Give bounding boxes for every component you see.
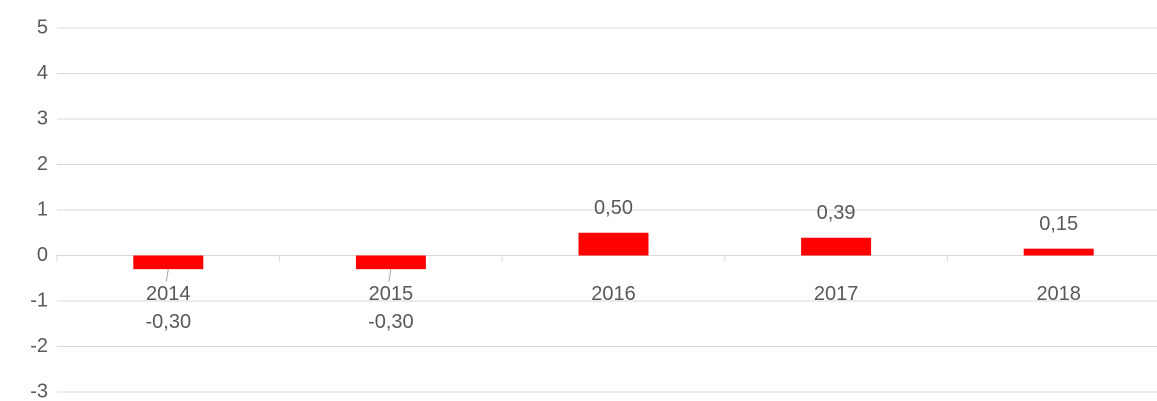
bar [578, 232, 649, 256]
y-tick-label: -2 [30, 335, 48, 357]
y-tick-label: -1 [30, 289, 48, 311]
data-label: 0,39 [817, 202, 856, 224]
bar [801, 237, 872, 256]
bar [355, 255, 426, 270]
bar [1023, 248, 1094, 256]
x-tick-label: 2016 [591, 283, 636, 305]
data-label: -0,30 [368, 311, 414, 333]
y-tick-label: 4 [37, 62, 48, 84]
x-tick-label: 2017 [814, 283, 859, 305]
leader-line [388, 269, 392, 282]
y-tick-label: 3 [37, 107, 48, 129]
data-label: -0,30 [146, 311, 192, 333]
x-tick-label: 2015 [369, 283, 414, 305]
y-tick-label: -3 [30, 380, 48, 401]
bar [133, 255, 204, 270]
y-tick-label: 0 [37, 244, 48, 266]
y-tick-label: 5 [37, 16, 48, 38]
leader-line [165, 269, 169, 282]
data-label: 0,15 [1039, 213, 1078, 235]
y-tick-label: 2 [37, 153, 48, 175]
y-tick-label: 1 [37, 198, 48, 220]
x-tick-label: 2014 [146, 283, 191, 305]
x-tick-label: 2018 [1036, 283, 1081, 305]
data-label: 0,50 [594, 197, 633, 219]
